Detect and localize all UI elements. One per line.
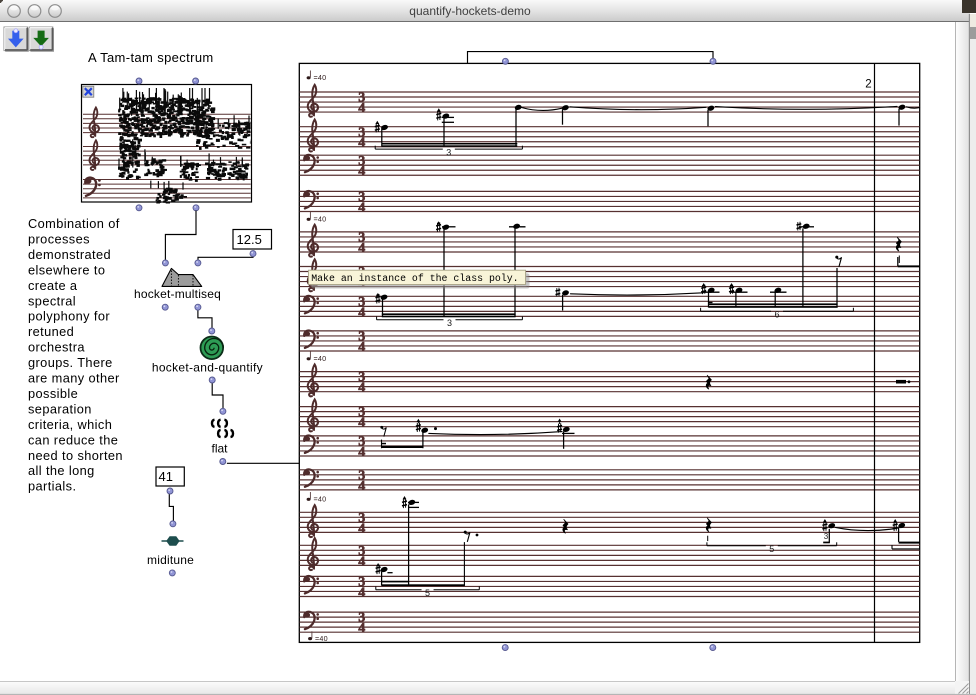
svg-text:4: 4	[358, 479, 365, 494]
svg-text:polyphony for: polyphony for	[28, 309, 110, 324]
svg-text:=40: =40	[314, 354, 327, 363]
svg-text:2: 2	[865, 78, 871, 90]
svg-text:4: 4	[358, 381, 365, 396]
svg-text:hocket-and-quantify: hocket-and-quantify	[152, 361, 263, 375]
svg-text:3: 3	[446, 147, 451, 157]
svg-text:3: 3	[358, 190, 365, 205]
svg-text:A Tam-tam spectrum: A Tam-tam spectrum	[88, 50, 214, 65]
svg-text:retuned: retuned	[28, 324, 74, 339]
svg-text:groups. There: groups. There	[28, 355, 113, 370]
svg-text:4: 4	[358, 200, 365, 215]
svg-text:flat: flat	[211, 442, 228, 456]
svg-text:3: 3	[358, 544, 365, 559]
svg-text:criteria, which: criteria, which	[28, 417, 112, 432]
svg-text:demonstrated: demonstrated	[28, 247, 111, 262]
svg-text:3: 3	[358, 511, 365, 526]
svg-text:are many other: are many other	[28, 371, 120, 386]
svg-text:3: 3	[824, 532, 829, 541]
svg-text:3: 3	[358, 405, 365, 420]
svg-text:need to shorten: need to shorten	[28, 448, 123, 463]
svg-text:partials.: partials.	[28, 479, 76, 494]
svg-text:4: 4	[358, 621, 365, 636]
svg-text:4: 4	[358, 416, 365, 431]
svg-text:3: 3	[358, 330, 365, 345]
svg-text:4: 4	[358, 445, 365, 460]
svg-text:4: 4	[358, 164, 365, 179]
svg-text:3: 3	[447, 318, 452, 328]
svg-text:4: 4	[358, 101, 365, 116]
svg-text:quantify-hockets-demo: quantify-hockets-demo	[409, 4, 531, 18]
svg-text:4: 4	[358, 585, 365, 600]
svg-text:41: 41	[159, 469, 173, 484]
svg-text:3: 3	[358, 295, 365, 310]
svg-text:3: 3	[358, 611, 365, 626]
svg-text:3: 3	[358, 370, 365, 385]
svg-text:miditune: miditune	[147, 553, 194, 567]
svg-text:=40: =40	[314, 495, 327, 504]
svg-text:=40: =40	[315, 634, 328, 643]
svg-text:5: 5	[425, 588, 430, 598]
svg-text:3: 3	[358, 91, 365, 106]
svg-text:4: 4	[358, 136, 365, 151]
svg-text:=40: =40	[314, 215, 327, 224]
svg-text:spectral: spectral	[28, 293, 76, 308]
svg-text:4: 4	[358, 241, 365, 256]
svg-text:hocket-multiseq: hocket-multiseq	[134, 287, 221, 301]
svg-text:4: 4	[358, 554, 365, 569]
svg-text:Combination of: Combination of	[28, 216, 120, 231]
svg-text:12.5: 12.5	[237, 232, 262, 247]
svg-text:5: 5	[769, 544, 774, 554]
svg-text:create a: create a	[28, 278, 78, 293]
svg-text:4: 4	[358, 521, 365, 536]
svg-text:3: 3	[358, 468, 365, 483]
svg-text:3: 3	[358, 435, 365, 450]
svg-text:possible: possible	[28, 386, 78, 401]
svg-text:3: 3	[358, 125, 365, 140]
svg-text:processes: processes	[28, 231, 90, 246]
svg-text:4: 4	[358, 340, 365, 355]
svg-text:3: 3	[358, 575, 365, 590]
svg-text:Make an instance of the class: Make an instance of the class poly.	[311, 273, 518, 284]
svg-text:elsewhere to: elsewhere to	[28, 262, 105, 277]
svg-text:=40: =40	[314, 73, 327, 82]
svg-text:can reduce the: can reduce the	[28, 432, 118, 447]
svg-text:separation: separation	[28, 401, 92, 416]
svg-text:all the long: all the long	[28, 463, 95, 478]
svg-text:3: 3	[358, 231, 365, 246]
svg-text:orchestra: orchestra	[28, 340, 85, 355]
svg-text:3: 3	[358, 154, 365, 169]
svg-text:6: 6	[774, 310, 779, 320]
svg-text:4: 4	[358, 305, 365, 320]
